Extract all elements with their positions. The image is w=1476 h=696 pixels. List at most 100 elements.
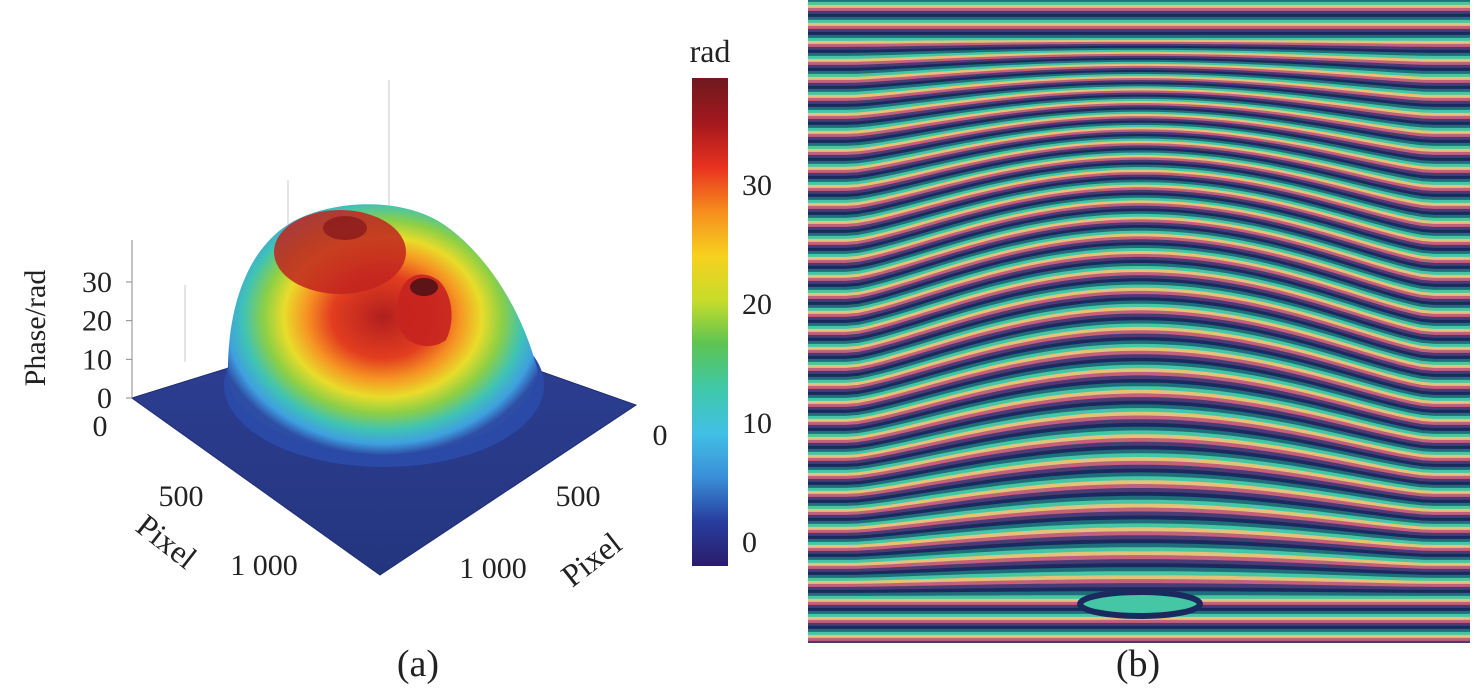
fringe-line — [808, 269, 1470, 334]
y-tick-label-1000: 1 000 — [459, 552, 527, 585]
fringe-line — [808, 184, 1470, 244]
fringe-line — [808, 100, 1470, 136]
z-tick-label: 10 — [82, 343, 112, 376]
fringe-line — [808, 138, 1470, 187]
fringe-line — [808, 323, 1470, 385]
fringe-line — [808, 330, 1470, 391]
fringe-line — [808, 382, 1470, 436]
fringe-line — [808, 227, 1470, 292]
fringe-line — [808, 326, 1470, 388]
fringe-line — [808, 503, 1470, 532]
fringe-line — [808, 177, 1470, 235]
fringe-line — [808, 340, 1470, 400]
fringe-line — [808, 222, 1470, 286]
fringe-line — [808, 281, 1470, 346]
z-tick-labels: 0 10 20 30 — [82, 266, 132, 415]
fringe-line — [808, 539, 1470, 559]
z-tick-label: 30 — [82, 266, 112, 299]
fringe-line — [808, 179, 1470, 238]
fringe-line — [808, 159, 1470, 214]
fringe-line — [808, 445, 1470, 487]
fringe-line — [808, 109, 1470, 148]
x-tick-label-500: 500 — [159, 480, 204, 513]
fringe-line — [808, 523, 1470, 547]
fringe-line — [808, 397, 1470, 448]
fringe-line — [808, 275, 1470, 340]
fringe-line — [808, 438, 1470, 481]
fringe-line — [808, 555, 1470, 571]
fringe-line — [808, 368, 1470, 424]
fringe-line — [808, 307, 1470, 370]
fringe-line — [808, 118, 1470, 160]
fringe-line — [808, 361, 1470, 418]
z-tick-label: 0 — [97, 382, 112, 415]
fringe-line — [808, 147, 1470, 199]
fringe-line — [808, 233, 1470, 298]
fringe-line — [808, 559, 1470, 574]
fringe-line — [808, 571, 1470, 583]
fringe-line — [808, 272, 1470, 337]
colorbar-bar — [692, 78, 728, 566]
fringe-line — [808, 256, 1470, 322]
colorbar: rad 0 10 20 30 — [690, 33, 772, 566]
fringe-line — [808, 169, 1470, 226]
fringe-line — [808, 189, 1470, 250]
fringe-lines — [808, 0, 1470, 643]
colorbar-tick-label: 20 — [742, 288, 772, 321]
fringe-line — [808, 136, 1470, 184]
fringe-line — [808, 143, 1470, 193]
fringe-line — [808, 122, 1470, 166]
fringe-line — [808, 468, 1470, 505]
fringe-line — [808, 129, 1470, 175]
fringe-line — [808, 457, 1470, 496]
fringe-line — [808, 460, 1470, 499]
fringe-line — [808, 254, 1470, 319]
fringe-line — [808, 379, 1470, 433]
fringe-line — [808, 131, 1470, 178]
fringe-line — [808, 124, 1470, 169]
fringe-line — [808, 449, 1470, 490]
fringe-line — [808, 88, 1470, 118]
fringe-line — [808, 107, 1470, 145]
fringe-line — [808, 94, 1470, 127]
fringe-line — [808, 278, 1470, 343]
fringe-line — [808, 80, 1470, 106]
fringe-line — [808, 211, 1470, 274]
caption-b: (b) — [1116, 643, 1160, 685]
fringe-line — [808, 400, 1470, 451]
colorbar-tick-labels: 0 10 20 30 — [742, 169, 772, 559]
y-tick-label-0: 0 — [653, 419, 668, 452]
fringe-line — [808, 150, 1470, 202]
fringe-line — [808, 364, 1470, 421]
fringe-line — [808, 103, 1470, 139]
fringe-line — [808, 263, 1470, 328]
fringe-line — [808, 174, 1470, 232]
y-axis-label: Pixel — [554, 525, 628, 594]
fringe-line — [808, 152, 1470, 205]
fringe-line — [808, 511, 1470, 538]
z-tick-label: 20 — [82, 305, 112, 338]
fringe-line — [808, 310, 1470, 373]
fringe-line — [808, 251, 1470, 316]
fringe-line — [808, 303, 1470, 367]
fringe-line — [808, 547, 1470, 565]
fringe-line — [808, 441, 1470, 484]
fringe-line — [808, 411, 1470, 460]
fringe-line — [808, 155, 1470, 208]
fringe-line — [808, 245, 1470, 310]
main-peak — [274, 210, 406, 294]
x-axis-label: Pixel — [130, 507, 204, 576]
fringe-line — [808, 453, 1470, 493]
fringe-line — [808, 236, 1470, 301]
fringe-line — [808, 480, 1470, 514]
fringe-line — [808, 404, 1470, 454]
fringe-line — [808, 239, 1470, 304]
fringe-line — [808, 96, 1470, 130]
closed-fringe — [1077, 589, 1203, 619]
fringe-line — [808, 567, 1470, 580]
y-tick-label-500: 500 — [556, 480, 601, 513]
fringe-line — [808, 579, 1470, 589]
secondary-peak-top — [410, 278, 438, 296]
fringe-line — [808, 430, 1470, 475]
z-axis-label: Phase/rad — [19, 270, 52, 387]
